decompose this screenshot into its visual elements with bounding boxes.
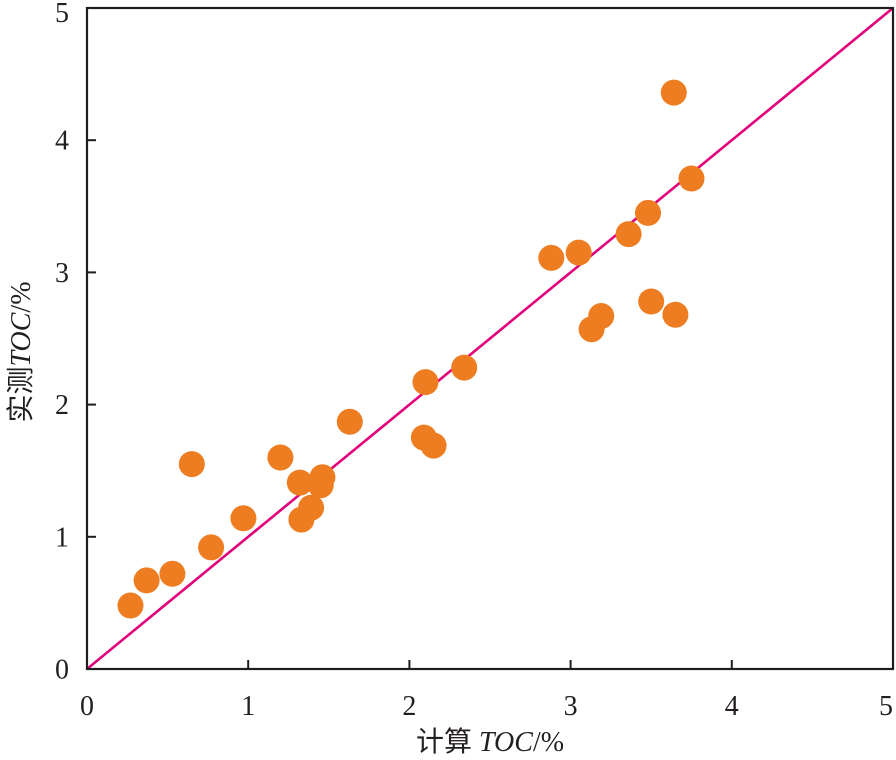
x-tick-label: 1 (241, 691, 255, 722)
tick-labels-layer: 0 1 2 3 4 5 0 1 2 3 4 5 (55, 0, 893, 722)
x-tick-label: 3 (564, 691, 578, 722)
x-tick-label: 0 (80, 691, 94, 722)
data-point (538, 244, 565, 271)
data-point (451, 354, 478, 381)
y-tick-label: 3 (55, 258, 69, 289)
reference-line (86, 6, 894, 671)
data-point (420, 432, 447, 459)
data-point (412, 369, 439, 396)
y-tick-label: 1 (55, 522, 69, 553)
y-tick-label: 5 (55, 0, 69, 29)
data-point (309, 464, 336, 491)
y-tick-label: 0 (55, 655, 69, 686)
data-point (660, 79, 687, 106)
plot-frame (85, 6, 895, 671)
data-point (336, 408, 363, 435)
y-axis-title: 实测TOC/% (5, 281, 37, 422)
data-points-layer (117, 79, 705, 619)
axis-ticks-layer (86, 7, 894, 670)
x-axis-title: 计算 TOC/% (416, 726, 564, 758)
data-point (298, 494, 325, 521)
data-point (588, 303, 615, 329)
data-point (117, 592, 144, 619)
reference-line-layer (86, 6, 894, 671)
data-point (662, 301, 689, 328)
data-point (159, 560, 186, 587)
data-point (638, 288, 665, 315)
data-point (267, 444, 294, 471)
y-tick-label: 4 (55, 126, 69, 157)
data-point (615, 221, 642, 248)
data-point (133, 567, 160, 594)
x-tick-label: 5 (879, 691, 893, 722)
data-point (286, 469, 313, 496)
data-point (198, 534, 225, 561)
data-point (678, 165, 705, 192)
x-tick-label: 2 (402, 691, 416, 722)
y-tick-label: 2 (55, 390, 69, 421)
data-point (230, 505, 257, 532)
data-point (178, 451, 205, 478)
data-point (635, 199, 661, 226)
data-point (565, 239, 592, 266)
x-tick-label: 4 (725, 691, 739, 722)
